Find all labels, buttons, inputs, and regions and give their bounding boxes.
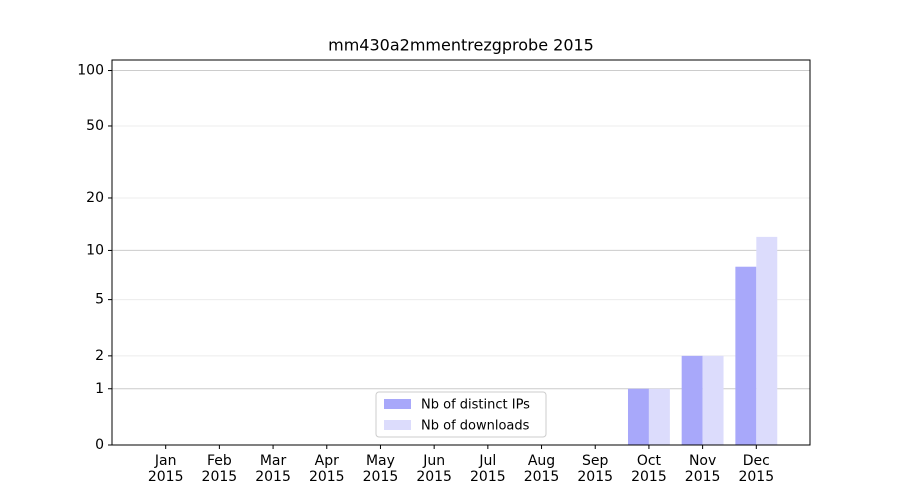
y-tick-label: 1 xyxy=(95,381,104,397)
x-tick-label: Apr 2015 xyxy=(308,453,345,485)
bar xyxy=(627,388,649,445)
bar xyxy=(756,236,778,445)
y-tick-label: 100 xyxy=(77,63,104,79)
bar xyxy=(648,388,670,445)
y-tick-label: 50 xyxy=(86,118,104,134)
y-tick-label: 0 xyxy=(95,437,104,453)
legend-box xyxy=(375,391,547,438)
x-tick-label: Jun 2015 xyxy=(416,453,452,485)
x-tick-label: Feb 2015 xyxy=(201,453,238,485)
y-tick-label: 20 xyxy=(86,190,104,206)
x-tick-label: Sep 2015 xyxy=(577,453,614,485)
bar xyxy=(735,266,757,445)
y-tick-label: 10 xyxy=(86,242,104,258)
x-tick-label: Oct 2015 xyxy=(631,453,667,485)
bar xyxy=(681,355,703,445)
x-tick-label: Dec 2015 xyxy=(738,453,775,485)
x-tick-label: Jan 2015 xyxy=(147,453,184,485)
legend-swatch xyxy=(384,399,411,409)
chart-title: mm430a2mmentrezgprobe 2015 xyxy=(328,36,594,55)
legend-label: Nb of downloads xyxy=(421,419,530,434)
x-tick-label: Jul 2015 xyxy=(470,453,506,485)
x-tick-label: May 2015 xyxy=(362,453,399,485)
plot-frame xyxy=(111,59,811,446)
legend-label: Nb of distinct IPs xyxy=(421,398,530,413)
bar xyxy=(702,355,724,445)
x-tick-label: Aug 2015 xyxy=(523,453,560,485)
x-tick-label: Nov 2015 xyxy=(684,453,721,485)
x-tick-label: Mar 2015 xyxy=(255,453,291,485)
y-tick-label: 5 xyxy=(95,292,104,308)
y-tick-label: 2 xyxy=(95,348,104,364)
legend-swatch xyxy=(384,420,411,430)
